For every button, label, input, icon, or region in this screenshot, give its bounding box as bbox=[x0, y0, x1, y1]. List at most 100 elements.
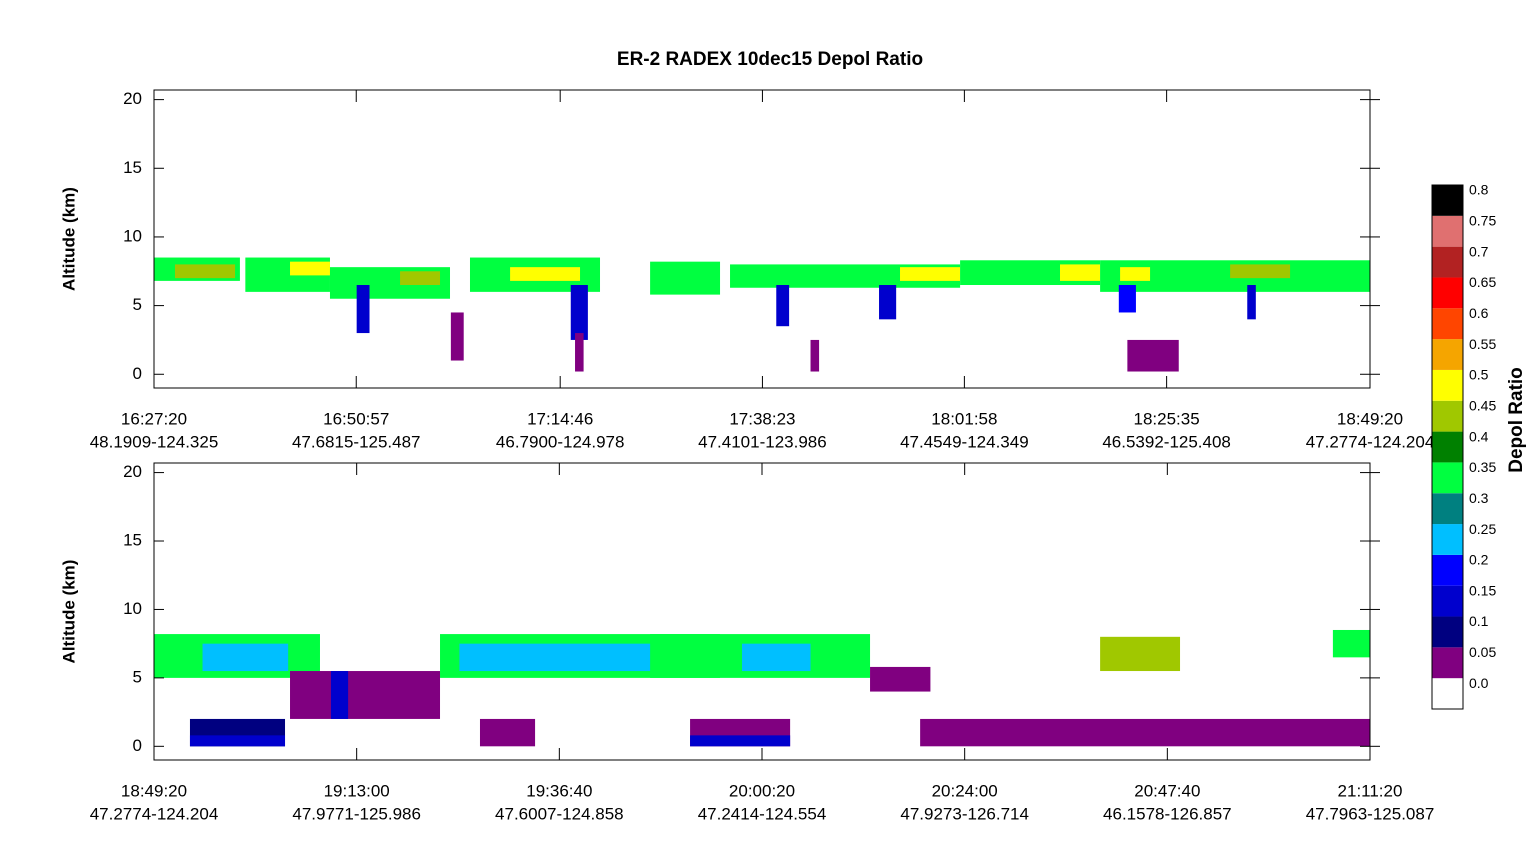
depol-cell bbox=[356, 285, 370, 334]
depol-cell bbox=[479, 718, 536, 747]
x-tick-location: 47.9771-125.986 bbox=[292, 804, 421, 823]
y-tick-label: 5 bbox=[133, 295, 142, 314]
colorbar-tick-label: 0.3 bbox=[1469, 490, 1489, 506]
depol-cell bbox=[330, 671, 349, 719]
x-tick-location: 46.1578-126.857 bbox=[1103, 804, 1232, 823]
x-tick-label: 20:00:20 bbox=[729, 781, 795, 800]
depol-cell bbox=[450, 312, 464, 361]
depol-cell bbox=[776, 285, 790, 327]
x-tick-location: 47.4549-124.349 bbox=[900, 432, 1029, 451]
depol-cell bbox=[810, 339, 820, 372]
x-tick-label: 18:25:35 bbox=[1134, 409, 1200, 428]
x-tick-label: 18:49:20 bbox=[1337, 409, 1403, 428]
colorbar-box bbox=[1432, 524, 1463, 555]
depol-cell bbox=[575, 333, 584, 372]
x-tick-label: 18:01:58 bbox=[931, 409, 997, 428]
colorbar-tick-label: 0.8 bbox=[1469, 182, 1489, 198]
colorbar-box bbox=[1432, 554, 1463, 586]
colorbar-tick-label: 0.5 bbox=[1469, 367, 1489, 383]
colorbar-box bbox=[1432, 308, 1463, 340]
colorbar-box bbox=[1432, 678, 1463, 709]
x-tick-location: 47.4101-123.986 bbox=[698, 432, 827, 451]
colorbar-box bbox=[1432, 369, 1463, 401]
colorbar-box bbox=[1432, 493, 1463, 525]
colorbar-box bbox=[1432, 431, 1463, 463]
colorbar-box bbox=[1432, 400, 1463, 432]
colorbar-box bbox=[1432, 647, 1463, 679]
colorbar-box bbox=[1432, 616, 1463, 648]
x-tick-label: 20:47:40 bbox=[1134, 781, 1200, 800]
x-tick-label: 18:49:20 bbox=[121, 781, 187, 800]
y-tick-label: 20 bbox=[123, 89, 142, 108]
x-tick-label: 21:11:20 bbox=[1338, 781, 1403, 800]
x-tick-label: 19:13:00 bbox=[324, 781, 390, 800]
x-tick-label: 19:36:40 bbox=[526, 781, 592, 800]
y-tick-label: 5 bbox=[133, 667, 142, 686]
y-axis-label: Altitude (km) bbox=[59, 187, 78, 291]
depol-cell bbox=[290, 671, 441, 719]
colorbar-tick-label: 0.25 bbox=[1469, 521, 1496, 537]
depol-cell bbox=[189, 735, 286, 747]
colorbar-tick-label: 0.05 bbox=[1469, 644, 1496, 660]
depol-cell bbox=[690, 735, 791, 747]
colorbar-tick-label: 0.2 bbox=[1469, 552, 1489, 568]
depol-cell bbox=[1120, 267, 1151, 281]
depol-cell bbox=[900, 267, 961, 281]
colorbar-box bbox=[1432, 215, 1463, 247]
x-tick-label: 17:14:46 bbox=[527, 409, 593, 428]
x-tick-location: 47.6007-124.858 bbox=[495, 804, 624, 823]
colorbar-tick-label: 0.1 bbox=[1469, 613, 1489, 629]
depol-cell bbox=[1118, 285, 1136, 313]
depol-cell bbox=[202, 643, 289, 672]
x-tick-label: 16:50:57 bbox=[323, 409, 389, 428]
chart-title: ER-2 RADEX 10dec15 Depol Ratio bbox=[617, 49, 923, 70]
depol-cell bbox=[459, 643, 674, 672]
x-tick-label: 20:24:00 bbox=[932, 781, 998, 800]
depol-cell bbox=[290, 261, 330, 276]
depol-cell bbox=[650, 261, 721, 295]
depol-cell bbox=[1230, 264, 1291, 279]
y-tick-label: 0 bbox=[133, 736, 142, 755]
colorbar-box bbox=[1432, 585, 1463, 617]
colorbar-frame bbox=[1431, 184, 1464, 710]
colorbar-tick-label: 0.15 bbox=[1469, 582, 1496, 598]
depol-cell bbox=[870, 666, 931, 692]
colorbar-tick-label: 0.35 bbox=[1469, 459, 1496, 475]
depol-cell bbox=[1060, 264, 1101, 281]
x-tick-location: 46.5392-125.408 bbox=[1102, 432, 1231, 451]
colorbar-box bbox=[1432, 277, 1463, 309]
y-tick-label: 20 bbox=[123, 462, 142, 481]
depol-cell bbox=[1247, 285, 1256, 320]
x-tick-location: 47.7963-125.087 bbox=[1306, 804, 1435, 823]
colorbar-tick-label: 0.6 bbox=[1469, 305, 1489, 321]
x-tick-location: 47.6815-125.487 bbox=[292, 432, 421, 451]
depol-cell bbox=[879, 285, 897, 320]
depol-cell bbox=[1127, 339, 1179, 372]
x-tick-label: 16:27:20 bbox=[121, 409, 187, 428]
y-tick-label: 10 bbox=[123, 599, 142, 618]
plot-frame bbox=[153, 89, 1371, 389]
depol-cell bbox=[1100, 636, 1181, 672]
depol-cell bbox=[1332, 629, 1370, 658]
y-tick-label: 15 bbox=[123, 158, 142, 177]
colorbar-tick-label: 0.7 bbox=[1469, 243, 1489, 259]
colorbar-tick-label: 0.75 bbox=[1469, 213, 1496, 229]
depol-cell bbox=[510, 267, 581, 281]
x-tick-location: 47.2414-124.554 bbox=[698, 804, 827, 823]
depol-cell bbox=[174, 264, 236, 279]
y-tick-label: 10 bbox=[123, 226, 142, 245]
y-tick-label: 15 bbox=[123, 530, 142, 549]
colorbar-box bbox=[1432, 185, 1463, 216]
x-tick-location: 47.2774-124.204 bbox=[90, 804, 219, 823]
colorbar-box bbox=[1432, 339, 1463, 370]
colorbar-tick-label: 0.65 bbox=[1469, 274, 1496, 290]
colorbar-tick-label: 0.45 bbox=[1469, 397, 1496, 413]
colorbar-box bbox=[1432, 246, 1463, 278]
x-tick-location: 46.7900-124.978 bbox=[496, 432, 625, 451]
x-tick-location: 48.1909-124.325 bbox=[90, 432, 219, 451]
colorbar-tick-label: 0.4 bbox=[1469, 428, 1489, 444]
colorbar-box bbox=[1432, 462, 1463, 494]
colorbar-tick-label: 0.0 bbox=[1469, 675, 1489, 691]
depol-cell bbox=[400, 271, 441, 286]
